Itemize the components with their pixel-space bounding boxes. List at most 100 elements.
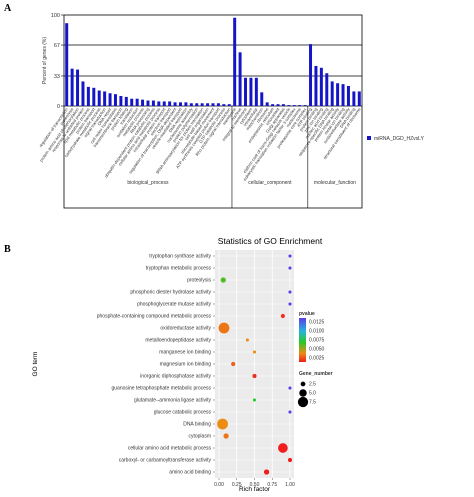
bar (303, 105, 307, 106)
bar (298, 105, 302, 106)
go-term-label: metalloendopeptidase activity (145, 338, 211, 344)
y-tick-label: 33 (54, 74, 60, 80)
panel-b-label: B (4, 244, 11, 255)
bar (92, 87, 96, 106)
go-term-label: inorganic diphosphatase activity (140, 374, 211, 380)
bar (357, 91, 361, 106)
bar (81, 81, 85, 106)
enrichment-point (288, 302, 292, 306)
bar (184, 102, 188, 106)
bar (70, 68, 74, 106)
go-term-label: proteolysis (187, 278, 211, 284)
bar (76, 69, 80, 106)
bar (352, 91, 356, 106)
x-tick-label: 0.75 (267, 482, 277, 488)
bar (103, 91, 107, 106)
enrichment-point (280, 313, 285, 319)
panel-a-label: A (4, 3, 12, 14)
bar (222, 104, 226, 106)
chart-title: Statistics of GO Enrichment (218, 236, 323, 246)
x-tick-label: 1.00 (285, 482, 295, 488)
gene-number-legend-dot (300, 381, 306, 387)
bar (292, 105, 296, 106)
bar (130, 98, 134, 106)
bar (249, 77, 253, 106)
y-tick-label: 67 (54, 43, 60, 49)
enrichment-point (263, 469, 270, 475)
bar (244, 77, 247, 106)
bar (319, 67, 323, 106)
enrichment-point (252, 350, 257, 354)
bar (271, 104, 275, 106)
y-tick-label: 0 (57, 104, 60, 110)
go-term-label: tryptophan synthase activity (149, 254, 211, 260)
enrichment-point (218, 322, 230, 334)
go-term-label: glucose catabolic process (154, 410, 212, 416)
gene-number-tick-label: 7.5 (309, 400, 316, 406)
go-term-label: phosphoglycerate mutase activity (137, 302, 211, 308)
go-term-label: magnesium ion binding (160, 362, 212, 368)
go-term-label: tryptophan metabolic process (146, 266, 212, 272)
bar (141, 99, 145, 106)
bar (189, 103, 193, 106)
bar (314, 65, 318, 106)
group-label: cellular_component (248, 180, 292, 186)
gene-number-tick-label: 2.5 (309, 382, 316, 388)
pvalue-colorbar (299, 318, 306, 362)
bar (330, 81, 334, 106)
group-label: molecular_function (314, 180, 356, 186)
bar (260, 92, 264, 106)
gene-number-legend-dot (299, 389, 307, 397)
bar (168, 101, 172, 106)
x-axis-title: Rich factor (239, 486, 271, 493)
go-term-label: carboxyl- or carbamoyltransferase activi… (119, 458, 212, 464)
bar (254, 77, 258, 106)
enrichment-point (220, 277, 226, 283)
bar (287, 105, 291, 106)
go-term-label: DNA binding (183, 422, 211, 428)
enrichment-point (223, 433, 229, 439)
bar (346, 85, 350, 106)
pvalue-legend-title: pvalue (299, 311, 315, 317)
bar (276, 104, 280, 106)
bar (238, 52, 242, 106)
bar (233, 17, 237, 107)
pvalue-tick-label: 0.0125 (309, 320, 325, 326)
gene-number-legend-dot (297, 396, 309, 408)
bar (162, 101, 166, 106)
pvalue-tick-label: 0.0075 (309, 338, 325, 344)
group-label: biological_process (127, 180, 169, 186)
bar (336, 83, 340, 106)
enrichment-point (252, 398, 257, 402)
bar (325, 73, 329, 106)
bar (195, 103, 199, 106)
bar (173, 102, 177, 106)
bar (119, 95, 123, 106)
plot-frame (63, 14, 363, 209)
y-tick-label: 100 (51, 13, 60, 19)
go-term-label: glutamate--ammonia ligase activity (134, 398, 211, 404)
enrichment-point (288, 254, 292, 258)
bar (265, 102, 269, 106)
gene-number-legend-title: Gene_number (299, 371, 333, 377)
gene-number-tick-label: 5.0 (309, 391, 316, 397)
bar (108, 93, 112, 106)
go-enrichment-bubble-chart: Statistics of GO Enrichment tryptophan sy… (32, 236, 333, 493)
x-tick-label: 0.50 (250, 482, 260, 488)
go-term-label: cytoplasm (188, 434, 211, 440)
go-term-label: guanosine tetraphosphate metabolic proce… (111, 386, 211, 392)
go-term-label: amino acid binding (169, 470, 211, 476)
bar (309, 44, 313, 106)
bar (206, 103, 210, 106)
enrichment-point (288, 290, 292, 294)
enrichment-point (278, 443, 288, 453)
y-axis-title: GO term (32, 352, 39, 377)
x-tick-label: 0.00 (214, 482, 224, 488)
bar (135, 98, 139, 106)
legend-label: miRNA_DGD_HZvsLY (374, 136, 425, 142)
bar (211, 103, 215, 106)
enrichment-point (288, 410, 292, 414)
bar (65, 23, 69, 106)
